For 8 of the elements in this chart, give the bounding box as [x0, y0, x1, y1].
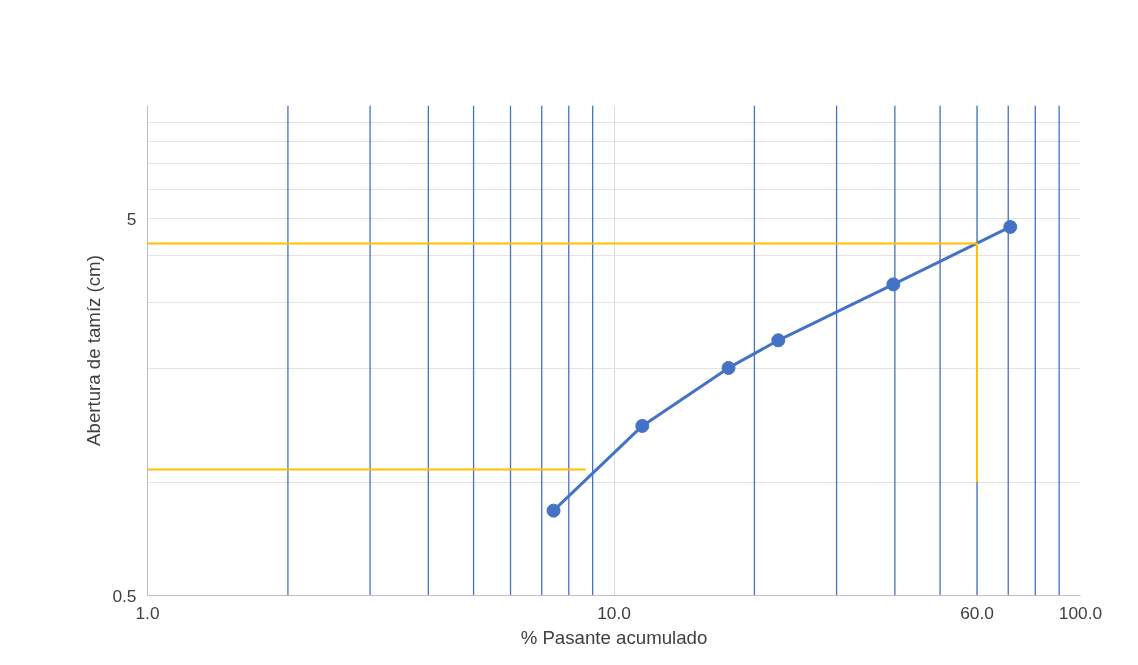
x-tick-label: 60.0	[960, 602, 994, 623]
x-tick-label: 1.0	[135, 602, 160, 623]
y-tick-label: 5	[126, 208, 137, 229]
x-tick-label: 10.0	[597, 602, 631, 623]
x-tick-label: 100.0	[1058, 602, 1103, 623]
y-tick-label: 0.5	[112, 585, 137, 606]
x-axis-title: % Pasante acumulado	[520, 626, 708, 648]
y-axis-title: Abertura de tamíz (cm)	[83, 255, 105, 446]
